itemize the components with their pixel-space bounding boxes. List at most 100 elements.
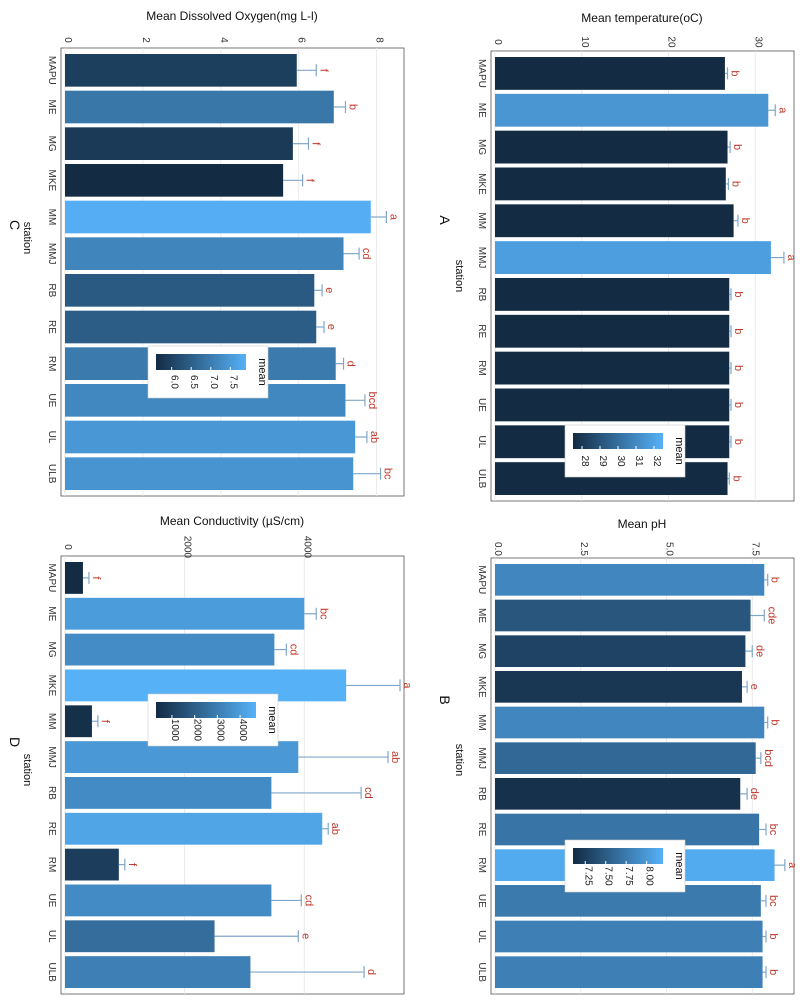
value-tick-label: 7.5: [749, 542, 760, 556]
bar: [495, 130, 728, 164]
legend-label: 1000: [169, 719, 180, 742]
bar: [65, 633, 275, 666]
category-label: ULB: [46, 962, 57, 982]
significance-letter: f: [317, 69, 329, 73]
category-label: RE: [476, 324, 487, 338]
category-label: MAPU: [46, 56, 57, 85]
panel-title: Mean temperature(oC): [581, 11, 702, 25]
legend-label: 31: [633, 455, 644, 467]
legend-box: [147, 345, 269, 399]
legend-label: 7.50: [603, 866, 614, 886]
category-label: MM: [46, 713, 57, 730]
bar: [65, 90, 334, 124]
significance-letter: ab: [389, 751, 401, 763]
category-label: MM: [46, 209, 57, 226]
panel-tag: A: [437, 215, 453, 225]
value-tick-label: 0: [492, 39, 503, 45]
legend-title: mean: [673, 437, 685, 465]
category-label: ULB: [476, 469, 487, 489]
category-label: RM: [46, 857, 57, 873]
significance-letter: a: [387, 214, 399, 221]
significance-letter: bc: [767, 824, 779, 836]
significance-letter: bcd: [762, 749, 774, 767]
colorbar-legend: mean 1000 2000 3000 4000: [147, 693, 279, 747]
category-label: UL: [476, 930, 487, 943]
bar: [495, 241, 771, 274]
significance-letter: d: [345, 361, 357, 367]
colorbar-legend: mean 7.25 7.50 7.75 8.00: [564, 839, 686, 893]
legend-colorbar: [573, 848, 663, 864]
category-label: UL: [46, 431, 57, 444]
legend-label: 32: [651, 455, 662, 467]
category-label: MG: [476, 139, 487, 155]
category-label: RM: [476, 857, 487, 873]
legend-label: 6.5: [188, 375, 199, 389]
category-label: MG: [46, 642, 57, 658]
category-label: RE: [46, 822, 57, 836]
legend-label: 30: [615, 455, 626, 467]
category-label: MM: [476, 714, 487, 731]
significance-letter: cd: [362, 787, 374, 799]
significance-letter: b: [731, 144, 743, 150]
category-label: UE: [476, 894, 487, 908]
legend-colorbar: [573, 433, 663, 449]
bar: [495, 742, 756, 774]
category-label: MKE: [476, 676, 487, 698]
category-label: MM: [476, 212, 487, 229]
category-label: MMJ: [46, 243, 57, 265]
category-label: ME: [476, 608, 487, 623]
category-label: UE: [46, 893, 57, 907]
bar: [65, 237, 344, 270]
significance-letter: b: [732, 291, 744, 297]
category-label: UE: [46, 393, 57, 407]
bar: [65, 705, 92, 738]
bar: [65, 457, 354, 490]
significance-letter: f: [90, 576, 102, 580]
legend-label: 7.75: [623, 866, 634, 886]
significance-letter: f: [304, 179, 316, 183]
bar: [495, 778, 741, 810]
value-tick-label: 0: [62, 544, 73, 550]
legend-label: 8.00: [644, 866, 655, 886]
bar: [65, 54, 297, 87]
value-tick-label: 2.5: [578, 542, 589, 556]
axis-label-station: station: [453, 260, 465, 292]
significance-letter: a: [776, 107, 788, 114]
significance-letter: cd: [360, 248, 372, 260]
category-label: MAPU: [46, 563, 57, 592]
bar: [65, 884, 272, 917]
bar: [495, 204, 734, 238]
category-label: MMJ: [46, 746, 57, 768]
bar: [65, 597, 305, 630]
significance-letter: a: [785, 255, 797, 262]
legend-label: 7.25: [582, 866, 593, 886]
panel-tag: C: [7, 220, 23, 230]
panel-title: Mean Dissolved Oxygen(mg L-l): [146, 9, 317, 23]
bar: [65, 164, 284, 197]
bar: [495, 93, 769, 127]
bar: [65, 310, 317, 344]
legend-title: mean: [256, 358, 268, 386]
significance-letter: f: [126, 863, 138, 867]
significance-letter: a: [401, 682, 413, 689]
category-label: RB: [476, 287, 487, 301]
bar: [495, 920, 763, 953]
legend-label: 7.0: [208, 375, 219, 389]
significance-letter: e: [748, 684, 760, 690]
category-label: MG: [476, 643, 487, 659]
panel-b: 0.0 2.5 5.0 7.5 b MAPU cde ME de MG e MKE b MM bcd MMJ d…: [437, 517, 798, 995]
bar: [65, 274, 315, 307]
panel-c: 0 2 4 6 8 f MAPU b ME f MG f MKE a MM cd MMJ e RB e RE d RM bcd…: [7, 9, 405, 497]
significance-letter: ab: [368, 431, 380, 443]
significance-letter: bc: [767, 895, 779, 907]
bar: [65, 420, 356, 454]
significance-letter: b: [732, 439, 744, 445]
value-tick-label: 5.0: [664, 542, 675, 556]
panel-d: 0 2000 4000 f MAPU bc ME cd MG a MKE f MM ab MMJ cd RB ab…: [7, 514, 413, 995]
bar: [495, 671, 742, 703]
significance-letter: bc: [317, 608, 329, 620]
bar: [65, 127, 293, 160]
category-label: MMJ: [476, 747, 487, 769]
legend-title: mean: [673, 852, 685, 880]
